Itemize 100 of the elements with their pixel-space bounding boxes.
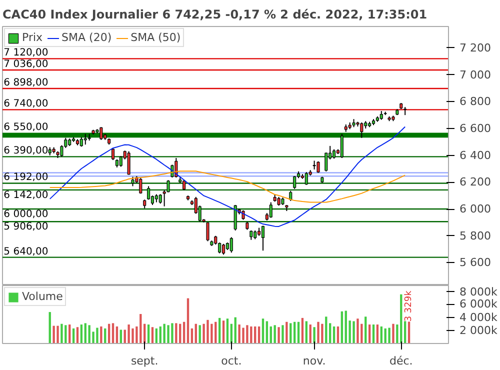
line-series <box>49 126 406 227</box>
bar <box>60 324 63 344</box>
bar <box>325 316 328 344</box>
bar <box>404 321 406 344</box>
bar <box>202 324 205 344</box>
candlestick <box>127 150 130 176</box>
y-tick-label: 6 000 <box>460 202 491 216</box>
candlestick <box>131 176 134 187</box>
bar <box>68 324 71 344</box>
bar <box>290 323 292 344</box>
bar <box>329 323 332 344</box>
candlestick <box>289 190 292 202</box>
ref-line-label: 7 120,00 <box>4 48 48 59</box>
legend-label: SMA (20) <box>62 31 112 44</box>
bar <box>140 314 142 344</box>
candlestick <box>293 176 296 190</box>
candlestick <box>250 230 253 240</box>
y-tick-label: 6 400 <box>460 148 491 162</box>
bar <box>305 321 308 344</box>
data-label: 3 329k <box>404 290 414 322</box>
bar <box>84 323 86 344</box>
bar <box>112 323 114 344</box>
candlestick <box>100 126 103 140</box>
legend-label: SMA (50) <box>130 31 181 44</box>
bar <box>226 318 229 344</box>
ref-line-label: 6 192,00 <box>4 172 48 184</box>
candlestick <box>158 194 162 204</box>
candlestick <box>316 160 320 174</box>
y-tick-label: 7 000 <box>460 68 491 82</box>
candlestick <box>80 136 83 148</box>
bar <box>198 325 201 344</box>
x-tick-label: oct. <box>221 354 242 368</box>
candlestick <box>269 202 272 218</box>
bar <box>282 325 284 344</box>
band-label: 6 550,00 <box>4 122 48 133</box>
ref-line-label: 6 898,00 <box>4 78 48 88</box>
bar <box>52 326 55 344</box>
candlestick <box>340 133 344 159</box>
bar <box>368 324 371 344</box>
legend-label: Prix <box>22 31 43 44</box>
bar <box>376 324 379 344</box>
bar <box>186 298 190 344</box>
ref-line-label: 5 906,00 <box>4 222 48 233</box>
bar <box>321 324 324 344</box>
candlestick <box>206 222 210 242</box>
bar <box>317 322 320 344</box>
bar <box>246 325 248 344</box>
bar <box>175 323 178 344</box>
ref-line-label: 6 740,00 <box>4 98 48 110</box>
candlestick <box>332 148 336 160</box>
ref-line-label: 7 036,00 <box>4 58 48 70</box>
bar <box>388 328 390 344</box>
bar <box>48 312 51 344</box>
bar <box>210 324 213 344</box>
x-tick-label: nov. <box>302 354 326 368</box>
ref-line-label: 6 000,00 <box>4 209 48 220</box>
y-tick-label: 7 200 <box>460 41 491 54</box>
candlestick <box>139 178 142 194</box>
y-tick-label: 6 600 <box>460 122 491 135</box>
bar <box>96 328 98 344</box>
y-tick-label: 6 000k <box>460 298 498 311</box>
bar <box>100 326 102 344</box>
candlestick <box>261 225 265 252</box>
bar <box>222 320 225 344</box>
ref-line-label: 6 390,00 <box>4 146 48 157</box>
bar <box>218 318 221 344</box>
bar <box>147 324 150 344</box>
bar <box>163 324 166 344</box>
bar <box>309 324 312 344</box>
candlestick <box>222 243 226 256</box>
y-tick-label: 4 000k <box>460 310 498 324</box>
bar <box>242 328 244 344</box>
candlestick <box>324 152 328 172</box>
bar <box>151 327 154 344</box>
x-tick-label: déc. <box>389 354 413 368</box>
bar <box>301 318 304 344</box>
bar <box>364 316 367 344</box>
bar <box>313 327 316 344</box>
candlestick <box>111 148 115 161</box>
y-tick-label: 6 200 <box>460 176 491 189</box>
bar <box>286 322 288 344</box>
candlestick <box>147 186 150 200</box>
x-tick-label: sept. <box>130 354 158 368</box>
bar <box>266 321 268 344</box>
ref-line-label: 5 640,00 <box>4 246 48 258</box>
ref-line-label: 6 142,00 <box>4 190 48 201</box>
bar <box>356 318 359 344</box>
bar <box>372 324 375 344</box>
bar <box>262 318 264 344</box>
bar <box>408 322 410 344</box>
y-tick-label: 2 000k <box>460 324 498 337</box>
bar <box>278 327 280 344</box>
bar <box>76 327 79 344</box>
y-tick-label: 5 800 <box>460 229 491 242</box>
bar <box>120 330 122 344</box>
bar <box>352 321 355 344</box>
candlestick <box>230 236 233 254</box>
chart-title: CAC40 Index Journalier 6 742,25 -0,17 % 2 déc. 2022, 17:35:01 <box>2 8 428 22</box>
bar <box>392 324 394 344</box>
y-tick-label: 6 800 <box>460 95 491 108</box>
